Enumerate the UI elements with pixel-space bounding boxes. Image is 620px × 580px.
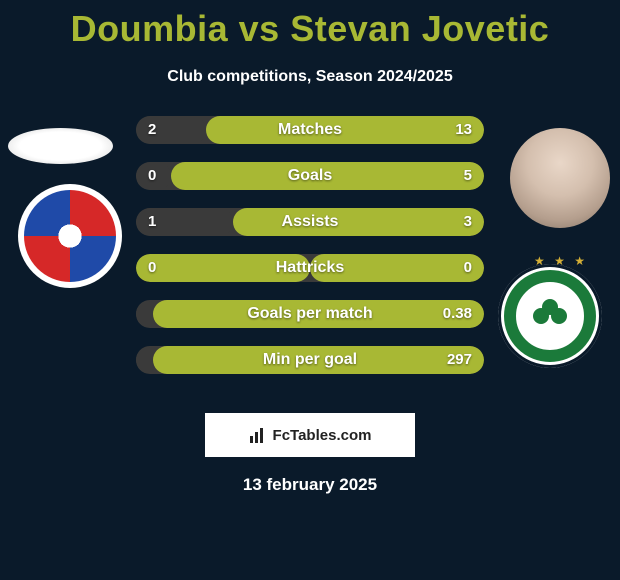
clover-icon	[533, 299, 567, 333]
stat-label: Goals	[136, 162, 484, 190]
chart-icon	[249, 426, 267, 444]
stat-row: 0.38Goals per match	[136, 300, 484, 328]
stat-label: Hattricks	[136, 254, 484, 282]
date: 13 february 2025	[0, 475, 620, 495]
stat-row: 05Goals	[136, 162, 484, 190]
watermark: FcTables.com	[205, 413, 415, 457]
stat-label: Assists	[136, 208, 484, 236]
comparison-bars: 213Matches 05Goals 13Assists 00Hattricks 0.3…	[136, 116, 484, 392]
comparison-area: ★ ★ ★ 213Matches05Goals13Assists00Hattri…	[0, 116, 620, 391]
subtitle: Club competitions, Season 2024/2025	[0, 68, 620, 86]
page-title: Doumbia vs Stevan Jovetic	[0, 0, 620, 50]
stat-row: 00Hattricks	[136, 254, 484, 282]
club-left-badge-inner	[24, 190, 116, 282]
stat-label: Matches	[136, 116, 484, 144]
player-right-avatar	[510, 128, 610, 228]
club-right-badge	[498, 264, 602, 368]
player-left-avatar	[8, 128, 113, 164]
watermark-text: FcTables.com	[273, 427, 372, 444]
stat-row: 213Matches	[136, 116, 484, 144]
club-left-badge	[18, 184, 122, 288]
stat-row: 13Assists	[136, 208, 484, 236]
stat-label: Goals per match	[136, 300, 484, 328]
stat-label: Min per goal	[136, 346, 484, 374]
stat-row: 297Min per goal	[136, 346, 484, 374]
